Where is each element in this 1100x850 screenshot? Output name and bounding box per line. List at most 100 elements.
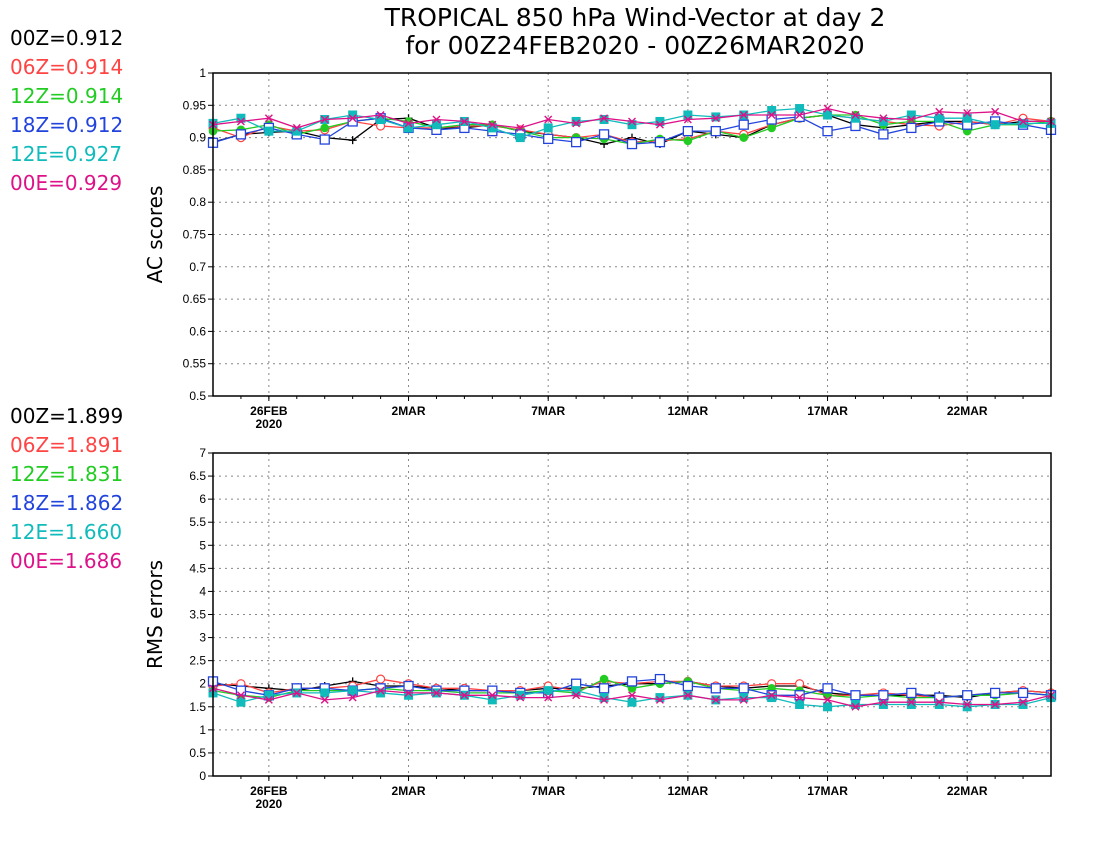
ac-series-00e-point — [264, 114, 273, 123]
ac-ytick-label: 0.6 — [189, 324, 206, 338]
rms-ytick-label: 2 — [199, 677, 206, 691]
ac-series-12e-point — [934, 113, 944, 123]
ac-series-18z-point — [822, 125, 833, 137]
ac-series-00z-point — [348, 136, 357, 145]
ac-xtick-label: 12MAR — [668, 404, 709, 418]
ac-ytick-label: 0.7 — [189, 260, 206, 274]
rms-series-12e-point — [320, 688, 330, 698]
rms-series-12e-point — [515, 690, 525, 700]
ac-series-00e-point — [516, 123, 525, 132]
rms-series-12e-point — [655, 693, 665, 703]
rms-series-12e-point — [348, 686, 358, 696]
ac-series-00e-point — [683, 115, 692, 124]
ac-series-12z-point — [739, 133, 749, 142]
ac-series-12e-point — [767, 105, 777, 115]
ac-yaxis-label: AC scores — [143, 186, 167, 284]
rms-legend-18z: 18Z=1.862 — [10, 491, 124, 515]
ac-series-00e-point — [655, 120, 664, 129]
ac-series-12e-point — [962, 113, 972, 123]
rms-series-12e-point — [739, 693, 749, 703]
rms-series-18z-point — [738, 683, 749, 694]
rms-xtick-label: 2MAR — [392, 784, 426, 798]
ac-series-18z-point — [710, 125, 721, 137]
rms-xtick-label: 17MAR — [807, 784, 848, 798]
rms-series-18z-point — [598, 683, 610, 694]
rms-series-12e-point — [906, 699, 916, 709]
ac-series-12z-point — [320, 123, 330, 133]
ac-series-00e-point — [991, 107, 1000, 116]
ac-ytick-label: 1 — [199, 66, 206, 80]
rms-series-18z-point — [822, 683, 833, 694]
rms-series-18z-point — [403, 680, 414, 692]
ac-series-00e-point — [935, 107, 944, 116]
ac-xtick-label: 17MAR — [807, 404, 848, 418]
ac-series-18z-point — [235, 129, 247, 140]
ac-series-00e-point — [1019, 117, 1028, 126]
rms-xtick-label: 7MAR — [531, 784, 565, 798]
rms-series-00e-point — [292, 688, 301, 697]
rms-ytick-label: 7 — [199, 446, 206, 460]
rms-series-18z-point — [794, 690, 805, 701]
rms-ytick-label: 3 — [199, 631, 206, 645]
ac-series-18z-point — [543, 133, 554, 145]
ac-series-12e-point — [795, 104, 805, 114]
rms-series-18z-point — [626, 676, 638, 687]
ac-series-12e-point — [431, 120, 441, 130]
rms-legend-12e: 12E=1.660 — [10, 520, 123, 544]
rms-ytick-label: 5 — [199, 538, 206, 552]
rms-series-18z-point — [487, 685, 498, 696]
rms-yaxis-label: RMS errors — [143, 560, 167, 669]
ac-series-12e-point — [571, 116, 581, 126]
ac-series-12e-point — [990, 120, 1000, 130]
rms-series-12e-point — [767, 693, 777, 703]
ac-series-00e-point — [711, 114, 720, 123]
ac-series-18z-point — [878, 129, 889, 140]
rms-series-00e-point — [404, 688, 413, 697]
rms-series-12e-point — [878, 699, 888, 709]
rms-series-00e-point — [767, 691, 776, 700]
ac-series-12e-point — [823, 110, 833, 120]
rms-series-00e-point — [1019, 698, 1028, 707]
ac-ytick-label: 0.9 — [189, 131, 206, 145]
rms-series-12e-point — [376, 688, 386, 698]
ac-series-00e-point — [795, 110, 804, 119]
rms-series-00e-point — [488, 691, 497, 700]
rms-series-00e-point — [991, 700, 1000, 709]
ac-series-00e-point — [823, 104, 832, 113]
ac-series-18z-point — [598, 129, 610, 140]
ac-series-00e-point — [348, 114, 357, 123]
rms-series-00e-point — [963, 700, 972, 709]
rms-series-00e-point — [376, 686, 385, 695]
ac-series-00e-point — [544, 115, 553, 124]
rms-series-18z-point — [710, 683, 721, 694]
ac-series-18z-point — [906, 122, 917, 134]
ac-series-00e-point — [851, 110, 860, 119]
rms-series-18z-point — [682, 680, 694, 692]
ac-xtick-label: 26FEB — [250, 404, 288, 418]
rms-series-00e-point — [572, 691, 581, 700]
ac-legend-18z: 18Z=0.912 — [10, 113, 124, 137]
rms-series-18z-point — [989, 687, 1001, 699]
ac-series-00e-point — [572, 119, 581, 128]
ac-series-00e-point — [404, 119, 413, 128]
rms-series-12e-point — [823, 702, 833, 712]
rms-legend-12z: 12Z=1.831 — [10, 462, 124, 486]
rms-legend-06z: 06Z=1.891 — [10, 433, 124, 457]
ac-ytick-label: 0.85 — [183, 163, 207, 177]
rms-series-12z-point — [599, 674, 609, 684]
rms-plot-frame — [212, 452, 1052, 777]
rms-series-00e-point — [823, 695, 832, 704]
ac-series-18z-point — [319, 134, 330, 145]
ac-series-12z-point — [683, 136, 693, 146]
ac-series-18z-point — [570, 136, 582, 148]
rms-ytick-label: 5.5 — [189, 515, 206, 529]
rms-ytick-label: 4 — [199, 584, 206, 598]
ac-legend-00e: 00E=0.929 — [10, 171, 123, 195]
ac-series-12e-point — [599, 115, 609, 125]
rms-series-00e-point — [348, 693, 357, 702]
ac-series-00e-point — [320, 115, 329, 124]
ac-legend-00z: 00Z=0.912 — [10, 26, 124, 50]
ac-series-18z-point — [850, 120, 861, 132]
rms-ytick-label: 6 — [199, 492, 206, 506]
ac-ytick-label: 0.5 — [189, 389, 206, 403]
